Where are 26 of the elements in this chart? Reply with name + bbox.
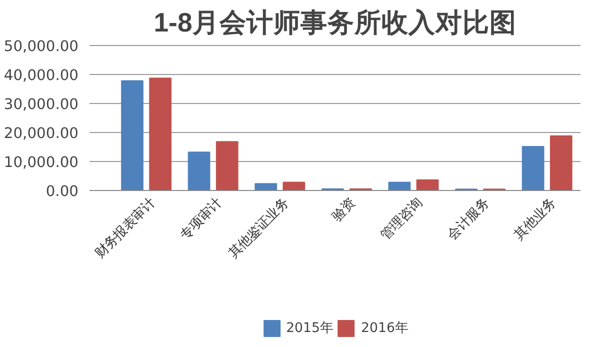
y-tick-label: 50,000.00 [4, 38, 79, 55]
x-tick-label: 专项审计 [177, 195, 224, 242]
x-tick-label: 管理咨询 [377, 195, 425, 242]
chart-title: 1-8月会计师事务所收入对比图 [154, 8, 516, 38]
bar [416, 179, 439, 191]
bar [282, 182, 306, 191]
y-tick-label: 20,000.00 [4, 124, 79, 142]
legend-label: 2016年 [361, 320, 408, 337]
x-tick-label: 其他鉴证业务 [225, 195, 292, 261]
x-tick-label: 财务报表审计 [92, 195, 158, 261]
bar [149, 78, 172, 191]
y-tick-label: 40,000.00 [4, 66, 79, 84]
bar [254, 183, 278, 191]
y-tick-label: 10,000.00 [4, 154, 79, 171]
bar [216, 141, 238, 191]
y-tick-label: 30,000.00 [4, 96, 79, 113]
legend-label: 2015年 [286, 320, 333, 337]
bar [188, 152, 210, 191]
bar [522, 146, 544, 191]
x-tick-label: 验资 [329, 195, 358, 224]
x-tick-label: 会计服务 [444, 195, 492, 242]
x-tick-label: 其他业务 [511, 195, 558, 242]
bar [121, 80, 144, 191]
bar [388, 182, 411, 191]
bar [550, 135, 572, 191]
y-tick-label: 0.00 [46, 182, 79, 200]
